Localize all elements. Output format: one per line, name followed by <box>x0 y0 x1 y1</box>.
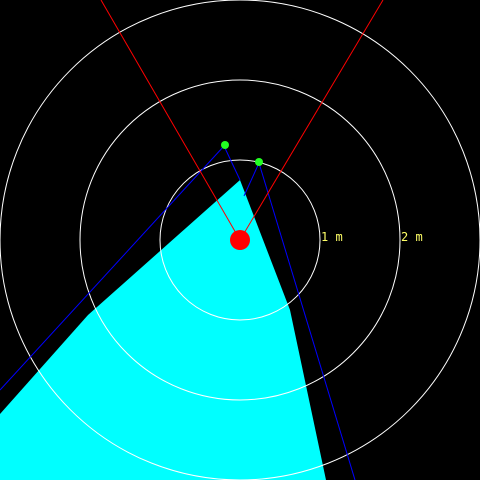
free-space-region <box>0 180 326 480</box>
robot-icon <box>230 230 250 250</box>
range-label-1m: 1 m <box>321 230 343 244</box>
boundary-line-right-inner <box>243 162 260 197</box>
range-label-2m: 2 m <box>401 230 423 244</box>
sensor-ray-right <box>239 0 384 241</box>
range-ring-2m <box>79 79 401 401</box>
sensor-ray-left <box>100 0 241 241</box>
boundary-line-left <box>0 145 225 391</box>
boundary-line-left-inner <box>223 145 241 181</box>
target-point-right-icon <box>255 158 263 166</box>
target-point-left-icon <box>221 141 229 149</box>
boundary-line-right <box>258 162 356 480</box>
target-points <box>221 141 263 166</box>
boundary-lines <box>0 145 356 480</box>
range-ring-1m <box>159 159 321 321</box>
sensor-rays <box>100 0 384 241</box>
